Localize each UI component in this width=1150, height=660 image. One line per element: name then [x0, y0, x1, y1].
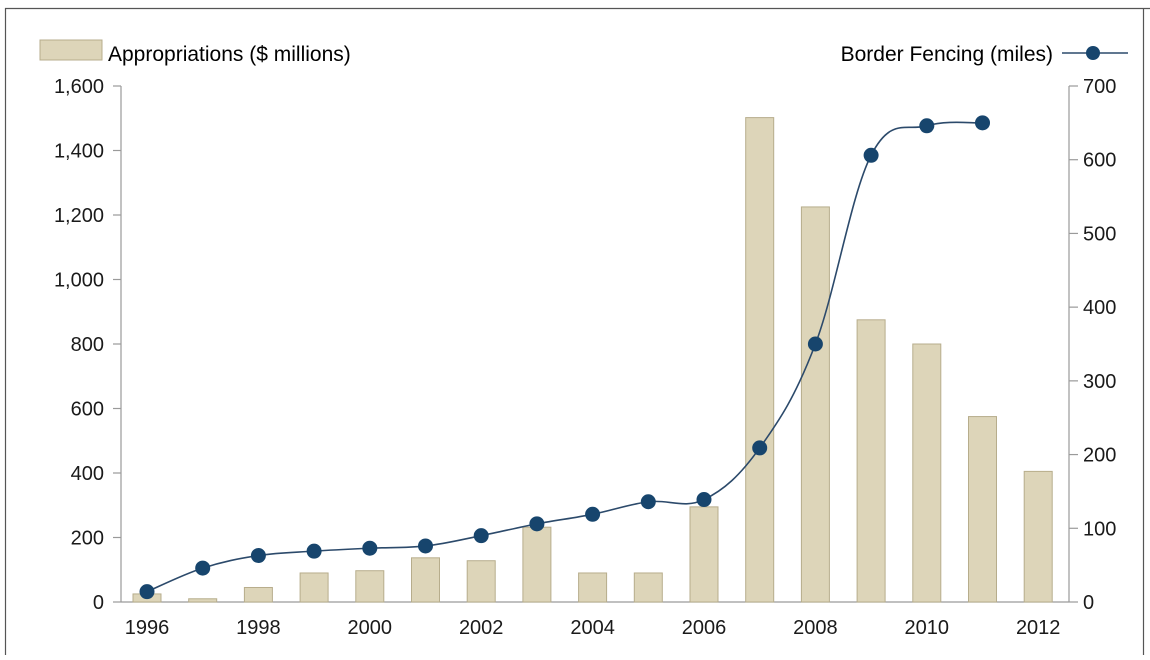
point-border-fencing	[640, 494, 656, 510]
right-tick-label: 700	[1083, 76, 1116, 98]
x-tick-label: 2010	[905, 617, 950, 639]
point-border-fencing	[529, 516, 545, 532]
bar-appropriations	[800, 206, 830, 603]
point-border-fencing	[696, 492, 712, 508]
x-tick-label: 2000	[348, 617, 393, 639]
x-tick-label: 2008	[793, 617, 838, 639]
point-border-fencing	[752, 440, 768, 456]
bar-appropriations	[856, 319, 886, 603]
point-border-fencing	[585, 506, 601, 522]
x-tick-label: 2002	[459, 617, 504, 639]
right-axis-ticks: 0 100 200 300 400 500 600 700	[1069, 76, 1116, 614]
line-series	[139, 115, 990, 600]
point-border-fencing	[418, 538, 433, 554]
left-tick-label: 0	[93, 592, 104, 614]
left-tick-label: 1,200	[54, 205, 104, 227]
bar-appropriations	[243, 586, 273, 603]
right-tick-label: 600	[1083, 150, 1116, 172]
bar-appropriations	[745, 117, 775, 603]
right-tick-label: 0	[1083, 592, 1094, 614]
point-border-fencing	[919, 118, 935, 134]
point-border-fencing	[195, 560, 211, 576]
right-tick-label: 200	[1083, 445, 1116, 467]
point-border-fencing	[306, 543, 322, 559]
legend-line-label: Border Fencing (miles)	[841, 43, 1053, 66]
left-tick-label: 200	[71, 528, 104, 550]
x-tick-label: 2012	[1016, 617, 1061, 639]
bar-appropriations	[411, 557, 440, 603]
point-border-fencing	[807, 336, 823, 352]
bar-appropriations	[578, 572, 608, 603]
right-tick-label: 100	[1083, 518, 1116, 540]
point-border-fencing	[250, 548, 266, 564]
point-border-fencing	[975, 115, 990, 131]
x-axis-ticks: 1996 1998 2000 2002 2004 2006 2008 2010 2012	[125, 617, 1061, 639]
left-tick-label: 1,400	[54, 141, 104, 163]
x-tick-label: 1998	[236, 617, 281, 639]
bar-appropriations	[355, 570, 385, 603]
bar-appropriations	[1023, 470, 1053, 603]
legend: Appropriations ($ millions) Border Fenci…	[39, 39, 1128, 66]
x-tick-label: 1996	[125, 617, 170, 639]
legend-bar-label: Appropriations ($ millions)	[108, 43, 351, 66]
right-tick-label: 300	[1083, 371, 1116, 393]
bar-appropriations	[912, 343, 942, 603]
right-tick-label: 500	[1083, 223, 1116, 245]
right-tick-label: 400	[1083, 297, 1116, 319]
point-border-fencing	[139, 584, 155, 600]
bar-appropriations	[522, 526, 552, 603]
legend-line-marker	[1086, 46, 1100, 60]
x-tick-label: 2006	[682, 617, 727, 639]
bar-appropriations	[633, 572, 663, 603]
bar-appropriations	[968, 416, 997, 603]
point-border-fencing	[863, 147, 879, 163]
bar-appropriations	[188, 598, 218, 603]
left-tick-label: 400	[71, 463, 104, 485]
bar-appropriations	[689, 506, 719, 603]
bar-series	[132, 117, 1053, 603]
left-tick-label: 600	[71, 399, 104, 421]
x-tick-label: 2004	[570, 617, 615, 639]
left-tick-label: 800	[71, 334, 104, 356]
left-axis-ticks: 0 200 400 600 800 1,000 1,200 1,400 1,600	[54, 76, 121, 614]
legend-bar-swatch	[39, 39, 103, 61]
left-tick-label: 1,600	[54, 76, 104, 98]
bar-appropriations	[466, 560, 496, 603]
bar-appropriations	[299, 572, 329, 603]
point-border-fencing	[473, 528, 489, 544]
left-tick-label: 1,000	[54, 270, 104, 292]
point-border-fencing	[362, 540, 378, 556]
